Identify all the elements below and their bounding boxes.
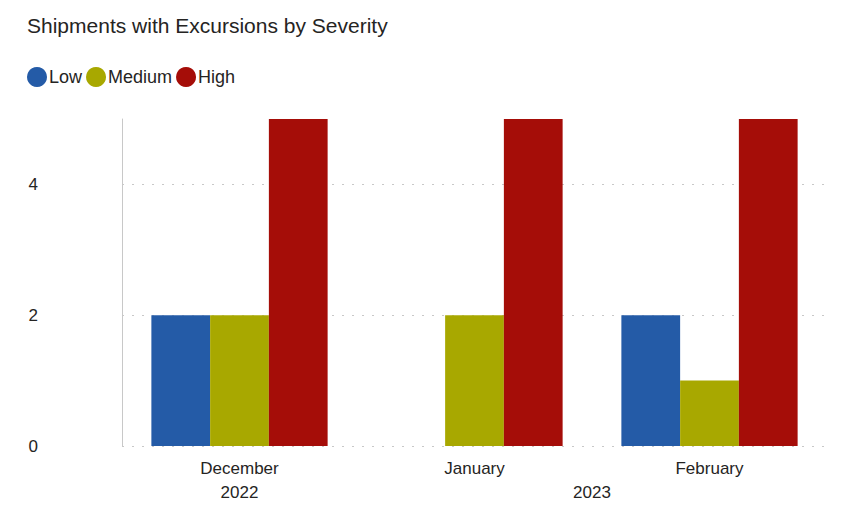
svg-text:2023: 2023	[573, 483, 611, 502]
svg-text:Medium: Medium	[108, 67, 172, 87]
svg-text:January: January	[444, 459, 505, 478]
svg-text:4: 4	[29, 175, 38, 194]
svg-text:2: 2	[29, 306, 38, 325]
svg-text:2022: 2022	[221, 483, 259, 502]
svg-text:High: High	[198, 67, 235, 87]
svg-text:February: February	[675, 459, 744, 478]
svg-text:December: December	[200, 459, 279, 478]
svg-text:0: 0	[29, 437, 38, 456]
svg-text:Shipments with Excursions by S: Shipments with Excursions by Severity	[27, 14, 388, 37]
svg-text:Low: Low	[49, 67, 83, 87]
